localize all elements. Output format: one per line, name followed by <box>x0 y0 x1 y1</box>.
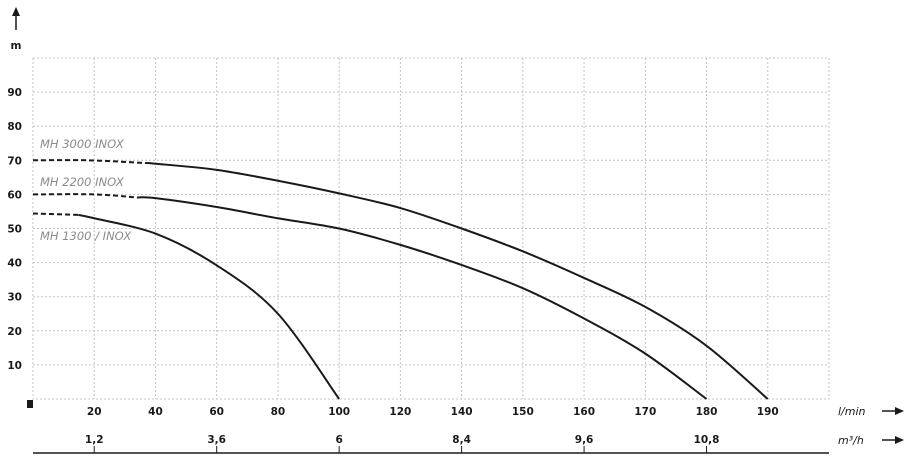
x-tick-label: 20 <box>87 406 102 418</box>
plot-frame <box>32 57 830 400</box>
x-tick-label: 150 <box>512 406 534 418</box>
series-line-dashed <box>32 212 79 216</box>
x-tick-label: 170 <box>634 406 656 418</box>
x-tick-label: 190 <box>757 406 779 418</box>
x-tick-label: 160 <box>573 406 595 418</box>
origin-marker <box>27 400 33 408</box>
curves <box>32 159 769 400</box>
x2-tick-label: 9,6 <box>575 434 594 446</box>
x2-unit-label: m³/h <box>838 434 864 447</box>
y-tick-label: 20 <box>7 326 22 338</box>
series-line-dashed <box>32 159 146 165</box>
y-unit-label: m <box>11 40 22 52</box>
y-tick-label: 10 <box>7 360 22 372</box>
grid <box>32 57 830 400</box>
arrow-right-head-icon <box>895 407 904 415</box>
series-line <box>144 161 769 400</box>
labels: MH 3000 INOX MH 2200 INOX MH 1300 / INOX <box>40 137 132 243</box>
axes: 10 20 30 40 50 60 70 80 90 m 20 40 60 80 100 120 140 150 1… <box>7 7 904 454</box>
y-tick-label: 30 <box>7 292 22 304</box>
y-tick-label: 50 <box>7 224 22 236</box>
series-line <box>78 213 340 400</box>
x2-tick-label: 8,4 <box>452 434 471 446</box>
x-tick-label: 60 <box>209 406 224 418</box>
series-label: MH 3000 INOX <box>40 137 125 151</box>
x2-tick-label: 6 <box>335 434 342 446</box>
x-tick-label: 120 <box>389 406 411 418</box>
x-unit-label: l/min <box>838 405 866 418</box>
series-label: MH 1300 / INOX <box>40 229 132 243</box>
arrow-right-head-icon <box>895 436 904 444</box>
x-tick-label: 40 <box>148 406 163 418</box>
y-tick-label: 70 <box>7 155 22 167</box>
x-tick-label: 140 <box>451 406 473 418</box>
y-tick-label: 90 <box>7 87 22 99</box>
x2-tick-label: 3,6 <box>207 434 226 446</box>
x-tick-label: 100 <box>328 406 350 418</box>
y-tick-label: 60 <box>7 189 22 201</box>
x2-tick-label: 1,2 <box>85 434 104 446</box>
series-label: MH 2200 INOX <box>40 175 125 189</box>
y-tick-label: 80 <box>7 121 22 133</box>
y-tick-label: 40 <box>7 258 22 270</box>
x-tick-label: 80 <box>271 406 286 418</box>
x-tick-label: 180 <box>696 406 718 418</box>
x2-tick-label: 10,8 <box>694 434 720 446</box>
arrow-up-icon <box>12 7 20 16</box>
series-line <box>137 196 708 400</box>
